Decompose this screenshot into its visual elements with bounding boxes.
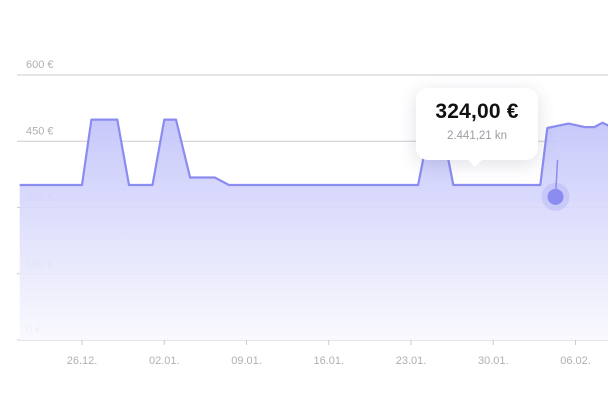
price-line bbox=[19, 118, 608, 187]
x-tick-label: 23.01. bbox=[396, 355, 427, 367]
tooltip-secondary-price: 2.441,21 kn bbox=[446, 130, 508, 142]
price-tooltip: 324,00 € 2.441,21 kn bbox=[416, 88, 538, 167]
highlight-point[interactable] bbox=[547, 188, 564, 205]
x-tick-label: 26.12. bbox=[67, 355, 98, 367]
x-tick-label: 06.02. bbox=[560, 355, 591, 367]
price-area bbox=[19, 119, 608, 340]
x-tick-label: 30.01. bbox=[478, 355, 509, 367]
x-tick-label: 16.01. bbox=[313, 355, 344, 367]
tooltip-price: 324,00 € bbox=[435, 100, 519, 123]
y-tick-label: 450 € bbox=[26, 125, 54, 137]
x-tick-label: 09.01. bbox=[231, 355, 262, 367]
y-tick-label: 600 € bbox=[26, 59, 54, 71]
x-tick-label: 02.01. bbox=[149, 355, 180, 367]
